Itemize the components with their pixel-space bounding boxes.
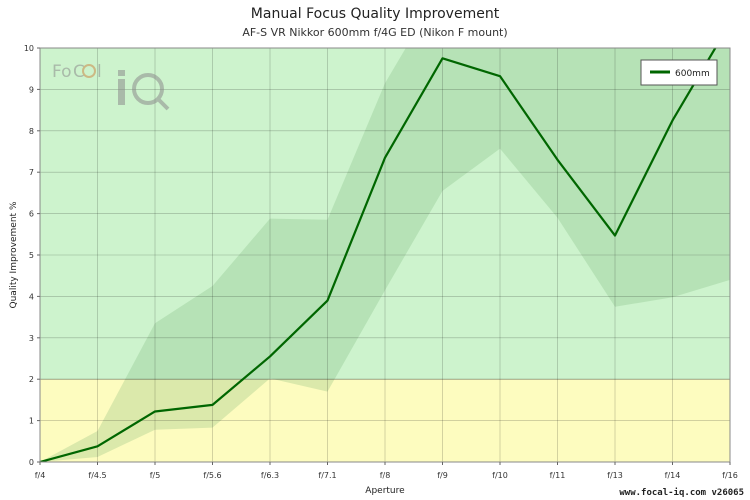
svg-text:C: C [73, 62, 85, 82]
y-tick-label: 3 [29, 334, 34, 343]
y-tick-label: 6 [29, 210, 34, 219]
y-tick-label: 8 [29, 127, 34, 136]
x-tick-label: f/11 [550, 471, 566, 480]
series-line-600mm [40, 48, 717, 462]
y-tick-label: 2 [29, 375, 34, 384]
zone-low [40, 379, 730, 462]
series-band [40, 48, 730, 462]
legend: 600mm [640, 59, 718, 86]
x-tick-label: f/5.6 [203, 471, 221, 480]
x-tick-label: f/10 [492, 471, 508, 480]
x-tick-label: f/5 [150, 471, 161, 480]
y-axis-label: Quality Improvement % [9, 201, 19, 308]
chart-title: Manual Focus Quality Improvement [250, 6, 500, 22]
x-tick-label: f/6.3 [261, 471, 279, 480]
y-tick-label: 4 [29, 292, 34, 301]
x-tick-label: f/8 [380, 471, 391, 480]
x-tick-label: f/16 [722, 471, 738, 480]
x-axis-label: Aperture [365, 486, 405, 496]
x-tick-label: f/4.5 [88, 471, 106, 480]
footer-credit: www.focal-iq.com v26065 [619, 488, 744, 498]
y-tick-label: 9 [29, 85, 34, 94]
x-tick-label: f/14 [665, 471, 681, 480]
svg-text:Fo: Fo [52, 62, 72, 82]
y-tick-label: 5 [29, 251, 34, 260]
y-tick-label: 10 [24, 44, 34, 53]
x-tick-label: f/7.1 [318, 471, 336, 480]
y-tick-label: 0 [29, 458, 34, 467]
chart-subtitle: AF-S VR Nikkor 600mm f/4G ED (Nikon F mo… [242, 26, 508, 39]
y-tick-label: 7 [29, 168, 34, 177]
focal-iq-logo: Fo C l [52, 62, 170, 111]
x-tick-label: f/4 [35, 471, 46, 480]
x-tick-label: f/13 [607, 471, 623, 480]
x-tick-label: f/9 [437, 471, 448, 480]
y-tick-label: 1 [29, 417, 34, 426]
svg-text:l: l [97, 62, 102, 82]
legend-entry-label: 600mm [675, 69, 710, 79]
